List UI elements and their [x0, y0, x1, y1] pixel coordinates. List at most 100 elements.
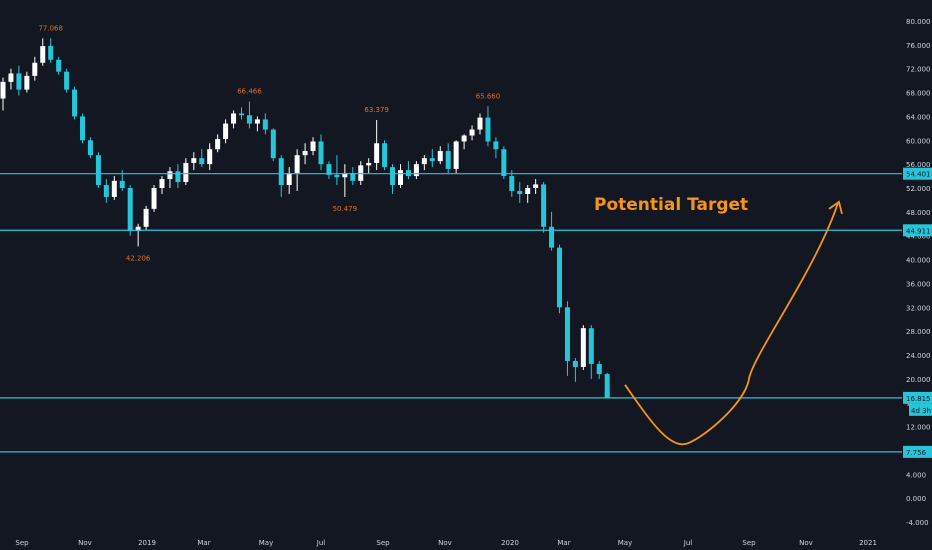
y-tick-label: 48.000: [906, 209, 931, 217]
candle-body[interactable]: [429, 158, 435, 162]
candle-body[interactable]: [167, 171, 173, 180]
x-tick-label: Jul: [316, 539, 326, 547]
y-tick-label: 24.000: [906, 352, 931, 360]
candle-body[interactable]: [32, 62, 38, 76]
candle-body[interactable]: [302, 151, 308, 156]
price-label[interactable]: 44.911: [903, 224, 932, 237]
candle-body[interactable]: [445, 151, 451, 169]
candle-body[interactable]: [215, 139, 221, 150]
candle-body[interactable]: [199, 158, 205, 165]
candle-body[interactable]: [231, 113, 237, 124]
candle-body[interactable]: [183, 162, 189, 183]
candle-body[interactable]: [80, 116, 85, 141]
candle-body[interactable]: [294, 155, 300, 174]
x-tick-label: 2019: [138, 539, 156, 547]
candle-body[interactable]: [549, 226, 555, 248]
candle-body[interactable]: [350, 173, 356, 181]
y-tick-label: 20.000: [906, 376, 931, 384]
candle-body[interactable]: [159, 179, 165, 188]
candle-body[interactable]: [72, 89, 78, 117]
candle-body[interactable]: [270, 129, 276, 159]
y-tick-label: 28.000: [906, 328, 931, 336]
candle-body[interactable]: [326, 164, 332, 175]
candle-body[interactable]: [390, 167, 396, 186]
candle-body[interactable]: [493, 141, 499, 150]
candle-body[interactable]: [223, 123, 229, 140]
candle-body[interactable]: [246, 115, 252, 124]
y-tick-label: 40.000: [906, 257, 931, 265]
candle-body[interactable]: [374, 143, 380, 163]
candle-body[interactable]: [477, 117, 483, 130]
x-tick-label: Jul: [683, 539, 693, 547]
candle-body[interactable]: [56, 59, 62, 72]
candle-body[interactable]: [262, 119, 268, 130]
candle-body[interactable]: [64, 71, 70, 90]
candle-body[interactable]: [421, 158, 427, 165]
projection-arrowhead: [828, 200, 843, 215]
candle-body[interactable]: [485, 117, 491, 142]
candle-body[interactable]: [437, 151, 443, 162]
candle-body[interactable]: [103, 185, 109, 197]
candle-body[interactable]: [398, 170, 403, 186]
candle-body[interactable]: [111, 180, 117, 197]
candle-body[interactable]: [16, 73, 22, 90]
candle-body[interactable]: [533, 184, 539, 188]
candle-body[interactable]: [572, 360, 578, 367]
candle-body[interactable]: [588, 328, 594, 364]
y-tick-label: 80.000: [906, 18, 931, 26]
candle-body[interactable]: [413, 164, 419, 177]
candle-body[interactable]: [318, 141, 324, 165]
x-tick-label: Mar: [557, 539, 570, 547]
candle-body[interactable]: [541, 184, 547, 227]
candle-body[interactable]: [24, 75, 30, 90]
candle-body[interactable]: [151, 188, 157, 209]
y-tick-label: -4.000: [906, 519, 929, 527]
candle-body[interactable]: [127, 188, 133, 231]
x-tick-label: 2021: [859, 539, 877, 547]
candle-body[interactable]: [580, 328, 586, 367]
candle-body[interactable]: [525, 188, 531, 194]
candle-body[interactable]: [207, 149, 213, 165]
candle-body[interactable]: [143, 208, 149, 227]
candle-body[interactable]: [469, 129, 475, 136]
candle-body[interactable]: [286, 173, 292, 186]
candle-body[interactable]: [175, 171, 181, 183]
candle-body[interactable]: [95, 155, 101, 186]
candle-body[interactable]: [239, 113, 244, 116]
y-tick-label: 12.000: [906, 424, 931, 432]
y-tick-label: 60.000: [906, 137, 931, 145]
price-label-text: 16.815: [906, 395, 931, 403]
candle-body[interactable]: [0, 81, 6, 99]
y-tick-label: 44.000: [906, 233, 931, 241]
price-label[interactable]: 16.815: [903, 391, 932, 404]
candle-body[interactable]: [254, 119, 260, 124]
candle-body[interactable]: [517, 190, 523, 194]
candle-body[interactable]: [501, 149, 507, 177]
candle-body[interactable]: [596, 363, 602, 375]
candle-body[interactable]: [453, 141, 459, 169]
candle-body[interactable]: [509, 176, 515, 191]
price-label[interactable]: 7.756: [903, 445, 932, 458]
candle-body[interactable]: [604, 374, 610, 398]
candle-body[interactable]: [87, 140, 93, 156]
candle-body[interactable]: [8, 73, 14, 82]
y-tick-label: 52.000: [906, 185, 931, 193]
candle-body[interactable]: [191, 158, 197, 163]
candle-body[interactable]: [48, 46, 54, 60]
candle-body[interactable]: [366, 162, 372, 166]
candle-body[interactable]: [278, 158, 284, 186]
candle-body[interactable]: [557, 247, 562, 308]
candle-body[interactable]: [119, 180, 125, 188]
x-tick-label: Mar: [197, 539, 210, 547]
price-label[interactable]: 54.401: [903, 167, 932, 180]
candle-body[interactable]: [342, 173, 348, 178]
candle-body[interactable]: [564, 307, 570, 361]
price-label-bg: [903, 167, 932, 180]
candle-body[interactable]: [40, 46, 46, 63]
candle-body[interactable]: [135, 226, 141, 231]
candle-body[interactable]: [310, 141, 316, 152]
candle-body[interactable]: [461, 135, 467, 142]
candle-body[interactable]: [382, 143, 388, 168]
candle-body[interactable]: [334, 174, 340, 178]
